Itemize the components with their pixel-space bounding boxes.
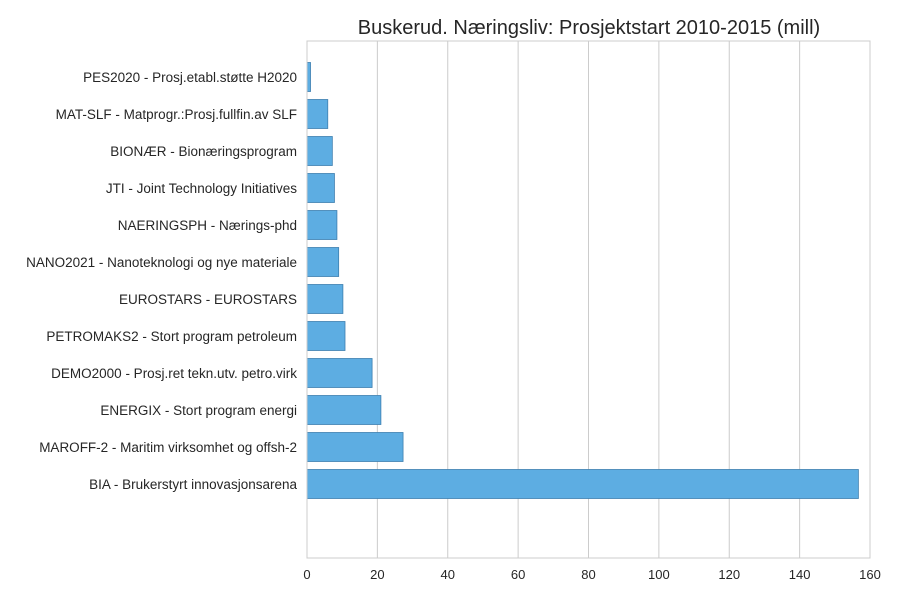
bar	[306, 62, 311, 92]
bar	[306, 247, 340, 277]
x-tick-label: 160	[859, 567, 881, 582]
x-axis-ticks: 0 20 40 60 80 100 120 140 160	[303, 567, 880, 582]
y-tick-label: BIONÆR - Bionæringsprogram	[110, 144, 297, 159]
bars	[306, 62, 859, 499]
y-tick-label: PES2020 - Prosj.etabl.støtte H2020	[83, 70, 297, 85]
bar	[306, 395, 382, 425]
bar	[306, 432, 404, 462]
x-tick-label: 80	[581, 567, 595, 582]
chart-title: Buskerud. Næringsliv: Prosjektstart 2010…	[358, 17, 820, 39]
bar	[306, 469, 859, 499]
x-tick-label: 0	[303, 567, 310, 582]
plot-area-frame	[306, 40, 871, 559]
bar	[306, 99, 329, 129]
x-tick-label: 140	[789, 567, 811, 582]
y-tick-label: DEMO2000 - Prosj.ret tekn.utv. petro.vir…	[51, 366, 297, 381]
y-tick-label: PETROMAKS2 - Stort program petroleum	[46, 329, 297, 344]
bar	[306, 210, 338, 240]
y-tick-label: EUROSTARS - EUROSTARS	[119, 292, 297, 307]
y-tick-label: BIA - Brukerstyrt innovasjonsarena	[89, 477, 297, 492]
bar	[306, 358, 373, 388]
x-tick-label: 40	[441, 567, 455, 582]
gridlines	[376, 41, 801, 558]
bar	[306, 136, 333, 166]
y-tick-label: NANO2021 - Nanoteknologi og nye material…	[26, 255, 297, 270]
bar	[306, 173, 335, 203]
x-tick-label: 100	[648, 567, 670, 582]
x-tick-label: 60	[511, 567, 525, 582]
bar	[306, 284, 344, 314]
x-tick-label: 120	[718, 567, 740, 582]
x-tick-label: 20	[370, 567, 384, 582]
y-tick-label: NAERINGSPH - Nærings-phd	[118, 218, 297, 233]
y-tick-label: JTI - Joint Technology Initiatives	[106, 181, 297, 196]
bar	[306, 321, 346, 351]
y-tick-label: MAROFF-2 - Maritim virksomhet og offsh-2	[39, 440, 297, 455]
y-axis-labels: BIA - Brukerstyrt innovasjonsarena MAROFF…	[26, 70, 297, 492]
y-tick-label: ENERGIX - Stort program energi	[100, 403, 297, 418]
y-tick-label: MAT-SLF - Matprogr.:Prosj.fullfin.av SLF	[56, 107, 297, 122]
